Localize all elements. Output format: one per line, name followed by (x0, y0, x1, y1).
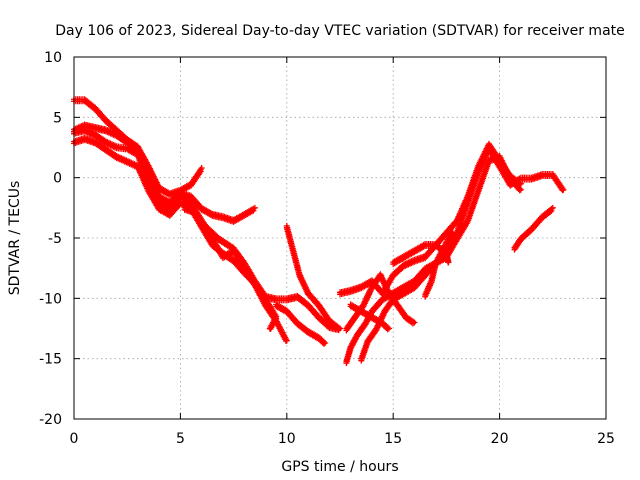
plot-area (71, 96, 567, 367)
data-point (385, 325, 392, 332)
data-point (411, 319, 418, 326)
data-point (547, 208, 554, 215)
x-tick-label: 5 (176, 431, 185, 447)
data-point (266, 325, 273, 332)
x-tick-label: 0 (70, 431, 79, 447)
data-series (71, 134, 280, 332)
x-tick-label: 25 (597, 431, 615, 447)
data-point (322, 339, 329, 346)
data-series (181, 204, 343, 334)
data-point (283, 337, 290, 344)
plot-frame (73, 56, 607, 420)
data-point (516, 187, 523, 194)
data-series (337, 140, 524, 298)
y-tick-label: -20 (39, 412, 62, 428)
data-point (449, 228, 456, 235)
data-series (71, 126, 290, 344)
data-point (517, 186, 524, 193)
x-axis-label: GPS time / hours (281, 459, 398, 475)
data-series (347, 301, 392, 333)
data-point (337, 325, 343, 332)
data-point (548, 207, 555, 214)
data-point (549, 204, 556, 211)
data-point (320, 340, 327, 347)
y-tick-label: -5 (48, 231, 62, 247)
data-point (335, 326, 342, 333)
data-point (517, 180, 524, 187)
y-tick-label: -15 (39, 352, 62, 368)
data-point (448, 232, 455, 239)
data-series (273, 301, 329, 347)
data-point (384, 326, 391, 333)
data-point (251, 204, 258, 211)
x-tick-label: 10 (278, 431, 296, 447)
y-tick-label: 10 (44, 50, 62, 66)
y-axis-label: SDTVAR / TECUs (7, 181, 23, 296)
data-point (445, 259, 452, 266)
y-tick-label: 5 (53, 110, 62, 126)
data-series (283, 222, 343, 333)
y-tick-label: 0 (53, 171, 62, 187)
y-tick-label: -10 (39, 291, 62, 307)
data-point (448, 233, 455, 240)
data-point (560, 186, 567, 193)
chart-title: Day 106 of 2023, Sidereal Day-to-day VTE… (55, 23, 625, 39)
x-tick-label: 20 (491, 431, 509, 447)
data-point (197, 168, 204, 175)
data-series (511, 204, 556, 253)
axis-ticks: 0 5 10 15 20 25 10 5 0 -5 -10 -15 -20 (39, 50, 615, 447)
x-tick-label: 15 (384, 431, 402, 447)
data-point (516, 181, 523, 188)
data-point (198, 165, 205, 172)
data-series (422, 228, 456, 300)
